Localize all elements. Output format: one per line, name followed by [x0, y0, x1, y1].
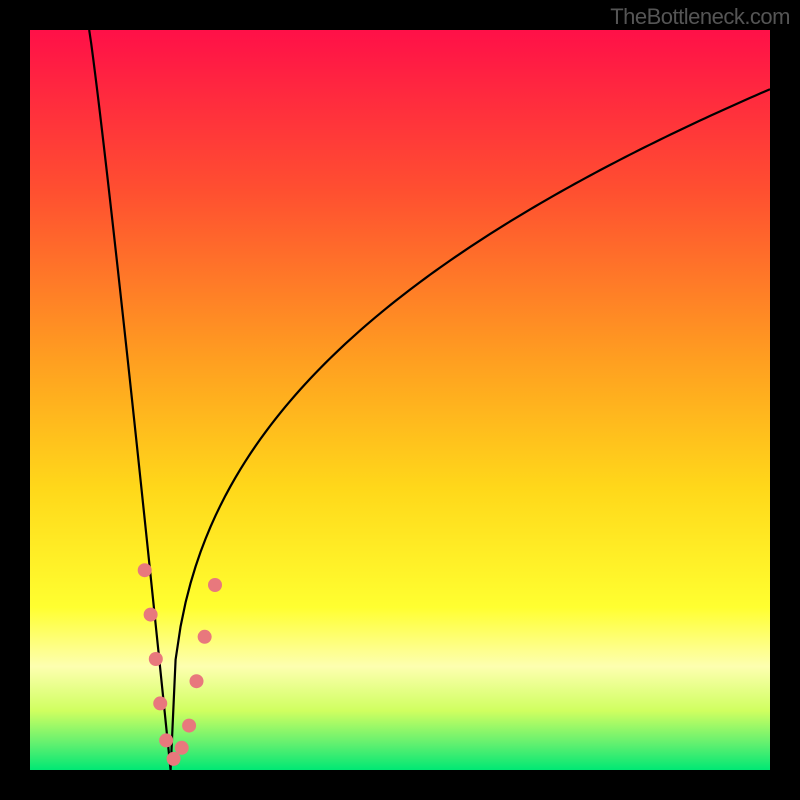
- curve-marker: [198, 630, 212, 644]
- curve-marker: [153, 696, 167, 710]
- curve-marker: [149, 652, 163, 666]
- bottleneck-chart: TheBottleneck.com: [0, 0, 800, 800]
- curve-marker: [182, 719, 196, 733]
- curve-marker: [144, 608, 158, 622]
- watermark-text: TheBottleneck.com: [610, 4, 790, 30]
- curve-marker: [175, 741, 189, 755]
- curve-marker: [138, 563, 152, 577]
- curve-marker: [208, 578, 222, 592]
- curve-marker: [159, 733, 173, 747]
- chart-canvas: [0, 0, 800, 800]
- curve-marker: [190, 674, 204, 688]
